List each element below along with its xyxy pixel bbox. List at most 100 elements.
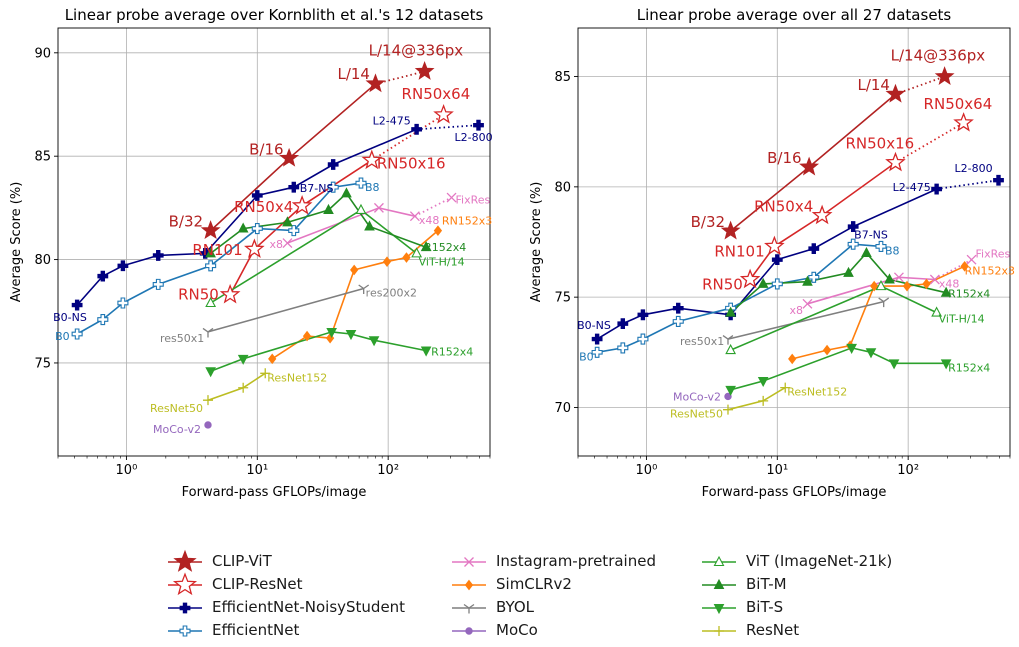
axes-frame [57,27,491,457]
markers-efficientnet [71,177,367,340]
data-point [724,392,732,401]
y-axis-label: Average Score (%) [529,182,544,303]
data-point [411,247,423,258]
data-point [402,252,411,263]
data-point [368,336,380,347]
legend-marker [713,555,725,567]
data-point [433,103,454,124]
data-point [885,151,906,172]
series-line [229,159,373,296]
data-point [884,273,895,284]
y-tick-label: 70 [554,401,571,416]
data-point [268,353,277,365]
point-label: B/16 [249,140,283,158]
x-axis-label: Forward-pass GFLOPs/image [182,485,367,500]
data-point [358,284,370,295]
data-point [888,359,900,370]
point-label: RN152x3 [965,264,1015,277]
series-byol [727,300,884,340]
data-point [350,264,359,276]
data-point [473,119,484,131]
data-point [931,183,943,195]
chart-title: Linear probe average over Kornblith et a… [65,6,484,24]
point-label: ViT-H/14 [419,255,465,268]
point-label: RN101 [714,242,764,260]
y-tick-label: 85 [34,150,51,165]
legend-marker [179,602,191,614]
data-point [940,359,952,370]
data-point [808,243,820,255]
x-tick-label: 10¹ [246,463,268,478]
point-label: RN50 [178,286,219,304]
legend-marker [463,603,475,614]
point-label: FixRes [456,194,491,207]
point-label: R152x4 [431,346,473,359]
data-point [591,333,603,345]
markers-clip-resnet [739,112,974,289]
data-point [238,382,249,393]
data-point [251,190,263,201]
data-point [200,220,221,240]
markers-instagram-pretrained [282,192,457,248]
x-tick-label: 10² [377,463,399,478]
point-label: x48 [419,214,440,227]
data-point [966,254,977,265]
data-point [591,346,603,358]
data-point [802,298,813,309]
markers-byol [722,297,890,345]
data-point [870,280,879,292]
point-label: B/32 [169,213,203,231]
data-point [672,302,684,314]
data-point [672,315,684,327]
markers-byol [202,284,370,338]
data-point [202,395,213,406]
data-point [822,344,832,356]
point-label: RN50x64 [924,95,993,113]
markers-moco [724,392,732,401]
point-label: B8 [365,181,380,194]
data-point [302,330,312,342]
point-label: L2-475 [373,114,411,127]
markers-efficientnet-noisystudent [591,174,1004,345]
y-tick-label: 75 [34,356,51,371]
data-point [364,220,375,231]
data-point [929,274,940,285]
data-point [205,247,216,258]
data-point [71,299,83,311]
point-label: RN152x3 [442,215,492,228]
data-point [993,174,1004,186]
markers-bit-m [725,246,952,317]
data-point [420,346,432,357]
series-line-dotted [936,179,999,190]
data-point [97,313,109,326]
series-clip-resnet [749,122,965,280]
legend-marker [464,579,474,591]
data-point [865,348,877,359]
legend-marker [713,578,725,589]
legend-marker [464,557,474,567]
data-point [327,159,339,170]
x-tick-label: 10⁰ [636,463,658,478]
data-point [355,177,367,189]
data-point [382,256,392,267]
data-point [341,187,352,198]
y-tick-label: 75 [554,291,571,306]
point-label: B/32 [691,213,725,231]
data-point [71,328,83,340]
point-label: ResNet152 [787,386,847,399]
data-point [811,204,833,225]
series-line [207,372,266,401]
data-point [617,342,629,354]
series-byol [207,287,364,333]
point-label: ResNet50 [150,402,203,415]
legend-marker [179,625,191,637]
point-label: B8 [885,244,900,257]
y-tick-label: 85 [554,70,571,85]
point-label: B0 [55,330,70,343]
point-label: L/14@336px [369,41,464,59]
series-line [727,300,884,340]
markers-simclrv2 [788,260,969,365]
point-label: B0-NS [577,319,611,332]
data-point [885,83,906,103]
data-point [637,333,649,345]
